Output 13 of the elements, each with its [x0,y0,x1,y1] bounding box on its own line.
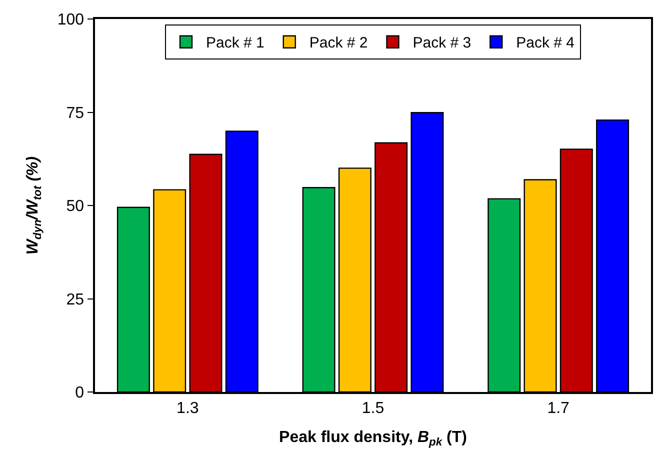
y-tick-label: 0 [75,384,84,402]
x-axis-title: Peak flux density, B$_{pk}$ (T) [279,429,467,449]
legend-label: Pack # 2 [309,34,368,52]
y-tick-label: 75 [66,104,84,122]
legend-label: Pack # 3 [412,34,472,52]
legend-label: Pack # 1 [206,34,264,52]
x-tick-label: 1.5 [362,400,384,417]
x-tick-label: 1.7 [547,400,570,417]
x-tick-label: 1.3 [176,400,199,417]
y-tick-label: 100 [57,12,84,29]
legend-label: Pack # 4 [516,34,574,52]
y-tick-label: 25 [66,291,84,308]
y-tick-label: 50 [66,198,84,216]
